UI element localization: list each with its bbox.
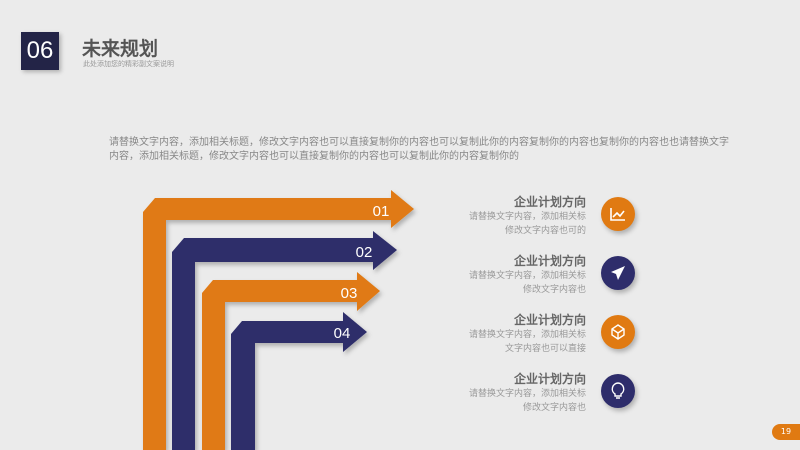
plan-item-2: 企业计划方向 请替换文字内容，添加相关标 修改文字内容也 (406, 253, 586, 297)
plan-desc-line1: 请替换文字内容，添加相关标 (468, 271, 586, 281)
page-title: 未来规划 (82, 38, 159, 60)
plan-desc-line1: 请替换文字内容，添加相关标 (468, 212, 586, 222)
section-number-badge: 06 (21, 32, 59, 70)
arrow-label-02: 02 (356, 244, 373, 261)
lightbulb-icon (601, 374, 635, 408)
arrow-02 (172, 231, 397, 450)
plan-heading: 企业计划方向 (513, 195, 586, 209)
plan-desc-line2: 修改文字内容也 (522, 403, 586, 413)
intro-text: 请替换文字内容，添加相关标题，修改文字内容也可以直接复制你的内容也可以复制此你的… (109, 137, 729, 162)
plan-desc-line1: 请替换文字内容，添加相关标 (468, 330, 586, 340)
arrow-label-04: 04 (334, 325, 351, 342)
plan-heading: 企业计划方向 (513, 313, 586, 327)
arrow-04 (231, 312, 367, 450)
page-subtitle: 此处添加您的精彩副文案说明 (83, 60, 174, 68)
plan-desc-line2: 修改文字内容也可的 (504, 226, 586, 236)
plan-desc-line1: 请替换文字内容，添加相关标 (468, 389, 586, 399)
plan-heading: 企业计划方向 (513, 254, 586, 268)
paper-plane-icon (601, 256, 635, 290)
plan-item-1: 企业计划方向 请替换文字内容，添加相关标 修改文字内容也可的 (406, 194, 586, 238)
plan-desc-line2: 文字内容也可以直接 (504, 344, 586, 354)
arrow-01 (143, 190, 414, 450)
chart-line-icon (601, 197, 635, 231)
cube-icon (601, 315, 635, 349)
plan-item-3: 企业计划方向 请替换文字内容，添加相关标 文字内容也可以直接 (406, 312, 586, 356)
arrow-label-01: 01 (373, 203, 390, 220)
plan-desc-line2: 修改文字内容也 (522, 285, 586, 295)
page-number: 19 (772, 424, 800, 440)
plan-item-4: 企业计划方向 请替换文字内容，添加相关标 修改文字内容也 (406, 371, 586, 415)
arrow-label-03: 03 (341, 285, 358, 302)
arrow-03 (202, 272, 380, 450)
plan-heading: 企业计划方向 (513, 372, 586, 386)
